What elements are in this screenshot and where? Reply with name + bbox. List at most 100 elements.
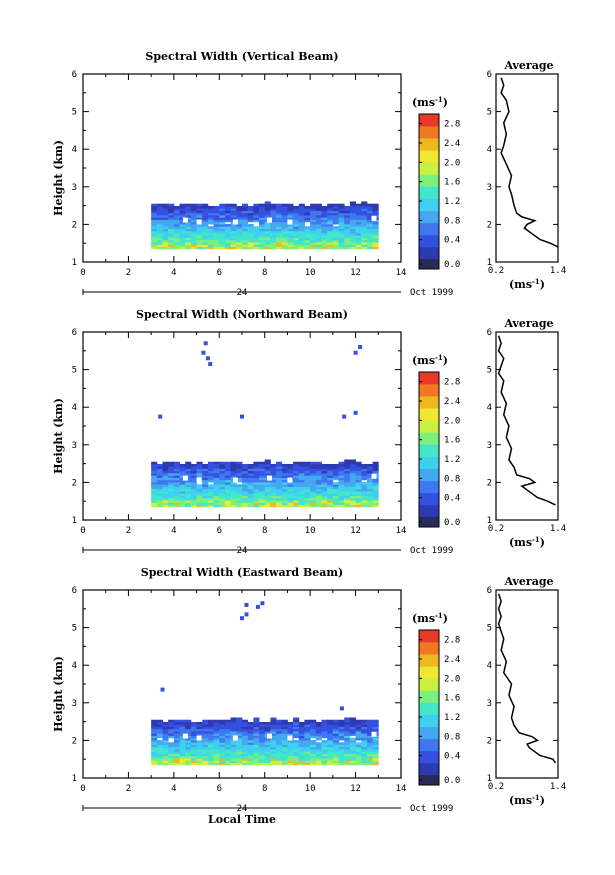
heatmap-cell: [259, 762, 266, 766]
heatmap-cell: [355, 470, 362, 474]
heatmap-cell: [281, 228, 288, 232]
heatmap-cell: [298, 724, 305, 727]
heatmap-cell: [213, 753, 220, 757]
heatmap-cell: [270, 246, 277, 250]
heatmap-cell: [202, 203, 209, 207]
heatmap-cell: [327, 500, 334, 503]
heatmap-cell: [236, 224, 243, 227]
heatmap-cell: [168, 461, 175, 465]
heatmap-cell: [196, 226, 203, 229]
heatmap-cell: [327, 215, 334, 218]
heatmap-cell: [372, 484, 379, 487]
heatmap-cell: [293, 473, 300, 476]
x-tick-label: 0: [80, 526, 85, 536]
heatmap-cell: [327, 226, 334, 229]
heatmap-cell: [338, 230, 345, 234]
heatmap-cell: [173, 215, 180, 218]
heatmap-cell: [151, 502, 158, 505]
heatmap-cell: [361, 728, 368, 732]
heatmap-cell: [344, 233, 351, 236]
heatmap-cell: [304, 205, 311, 209]
heatmap-cell: [264, 237, 271, 241]
heatmap-cell: [242, 215, 249, 218]
heatmap-cell: [207, 235, 215, 238]
colorbar-swatch: [419, 246, 439, 260]
heatmap-cell: [287, 217, 294, 220]
heatmap-cell: [196, 726, 203, 730]
heatmap-cell: [168, 735, 175, 739]
heatmap-cell: [310, 239, 317, 243]
heatmap-cell: [224, 731, 232, 734]
heatmap-cell: [310, 733, 317, 736]
heatmap-cell: [173, 719, 180, 723]
heatmap-cell: [230, 212, 237, 216]
heatmap-cell: [304, 500, 311, 503]
heatmap-cell: [168, 463, 175, 467]
heatmap-cell: [151, 468, 158, 472]
heatmap-cell: [242, 719, 249, 723]
profile-title: Average: [503, 575, 553, 588]
colorbar-swatch: [419, 222, 439, 236]
heatmap-cell: [168, 758, 175, 761]
heatmap-cell: [298, 226, 305, 229]
heatmap-cell: [349, 239, 356, 243]
heatmap-cell: [361, 502, 368, 505]
heatmap-cell: [179, 497, 186, 501]
heatmap-cell: [156, 484, 163, 487]
heatmap-cell: [213, 504, 220, 508]
heatmap-cell: [173, 235, 180, 238]
heatmap-cell: [179, 212, 186, 216]
heatmap-cell: [230, 495, 237, 499]
heatmap-cell: [156, 475, 163, 478]
heatmap-cell: [310, 488, 317, 492]
heatmap-cell: [207, 719, 215, 723]
heatmap-cell: [287, 235, 294, 238]
heatmap-cell: [293, 463, 300, 467]
heatmap-cell: [242, 217, 249, 220]
heatmap-cell: [315, 482, 322, 485]
heatmap-cell: [298, 233, 305, 236]
heatmap-cell: [196, 212, 203, 216]
heatmap-cell: [372, 470, 379, 474]
heatmap-cell: [253, 719, 260, 723]
heatmap-cell: [281, 753, 288, 757]
heatmap-cell: [355, 755, 362, 759]
heatmap-cell: [276, 203, 283, 207]
heatmap-cell: [332, 755, 339, 759]
heatmap-cell: [270, 212, 277, 216]
heatmap-cell: [224, 484, 232, 487]
heatmap-cell: [332, 493, 339, 496]
heatmap-cell: [213, 215, 220, 218]
colorbar-swatch: [419, 480, 439, 494]
heatmap-cell: [230, 728, 237, 732]
heatmap-cell: [298, 228, 305, 232]
heatmap-cell: [242, 488, 249, 492]
heatmap-cell: [213, 224, 220, 227]
colorbar-swatch: [419, 384, 439, 397]
profile-x-label-close: ): [540, 794, 545, 807]
heatmap-cell: [168, 468, 175, 472]
heatmap-cell: [213, 466, 220, 469]
heatmap-cell: [151, 212, 158, 216]
heatmap-cell: [344, 486, 351, 490]
heatmap-cell: [151, 493, 158, 496]
heatmap-cell: [185, 233, 192, 236]
colorbar-swatch: [419, 702, 439, 715]
heatmap-cell: [372, 461, 379, 465]
heatmap-cell: [338, 504, 345, 508]
heatmap-cell: [310, 753, 317, 757]
heatmap-cell: [202, 719, 209, 723]
heatmap-cell: [156, 221, 163, 225]
colorbar-tick-label: 0.8: [444, 216, 460, 226]
heatmap-cell: [366, 226, 374, 229]
heatmap-cell: [230, 246, 237, 250]
heatmap-cell: [361, 221, 368, 225]
x-tick-label: 10: [305, 268, 316, 278]
heatmap-cell: [213, 721, 220, 725]
heatmap-cell: [185, 466, 192, 469]
colorbar-swatch: [419, 432, 439, 445]
heatmap-cell: [185, 737, 192, 741]
heatmap-cell: [173, 728, 180, 732]
heatmap-cell: [315, 751, 322, 754]
heatmap-cell: [310, 735, 317, 739]
